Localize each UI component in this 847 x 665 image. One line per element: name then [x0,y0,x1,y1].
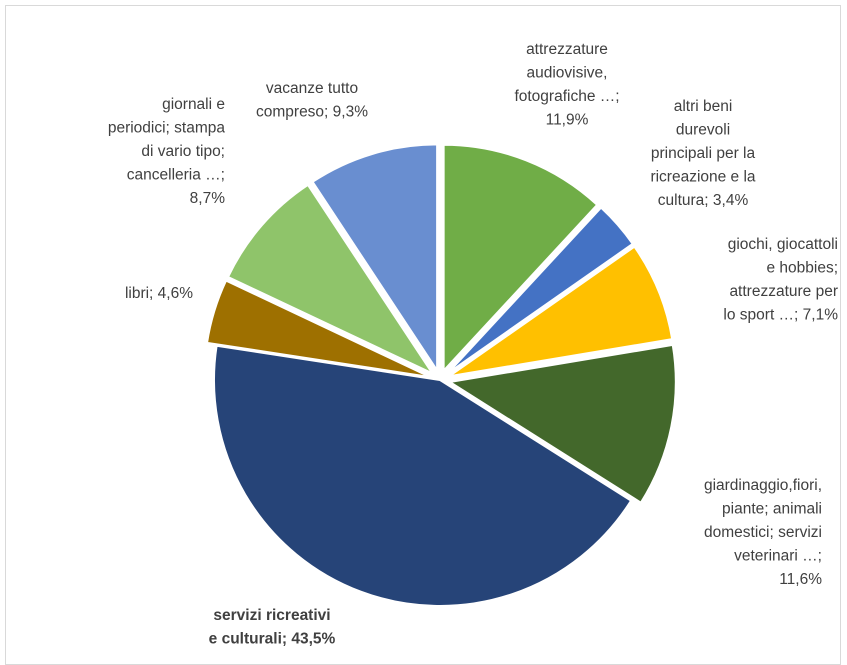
slice-label-line: domestici; servizi [704,524,822,541]
slice-label-line: periodici; stampa [108,120,226,137]
slice-label-line: lo sport …; 7,1% [723,307,838,324]
pie-slice-3 [448,245,674,378]
slice-label-line: altri beni [674,98,733,115]
slice-label-2: altri beni durevoli principali per la ricre… [650,98,755,209]
slice-label-line: e culturali; 43,5% [209,631,336,648]
slice-label-5: servizi ricreativi e culturali; 43,5% [209,607,336,648]
slice-label-line: cultura; 3,4% [658,192,749,209]
pie-labels: attrezzature audiovisive, fotografiche …; 1… [108,41,838,648]
slice-label-line: 11,6% [779,571,822,588]
slice-label-line: attrezzature per [729,283,838,300]
slice-label-4: giardinaggio,fiori, piante; animali domest… [704,477,822,588]
slice-label-line: vacanze tutto [266,80,358,97]
pie-slice-2 [446,206,635,375]
slice-label-3: giochi, giocattoli e hobbies; attrezzature… [723,236,838,324]
slice-label-line: ricreazione e la [650,169,755,186]
slice-label-line: fotografiche …; [514,88,619,105]
slice-label-line: principali per la [651,145,756,162]
slice-label-8: vacanze tutto compreso; 9,3% [256,80,368,121]
pie-slice-6 [205,279,431,379]
slice-label-line: 11,9% [546,112,589,129]
pie-slice-1 [442,143,599,374]
slice-label-line: giornali e [162,96,225,113]
pie-slice-5 [213,344,633,607]
slice-label-line: servizi ricreativi [213,607,330,624]
slice-label-line: piante; animali [722,501,822,518]
slice-label-line: audiovisive, [527,65,608,82]
slice-label-line: cancelleria …; [127,167,225,184]
pie-slice-8 [311,143,439,374]
pie-slice-4 [447,343,677,505]
slice-label-line: giochi, giocattoli [728,236,838,253]
pie-slices [205,143,677,607]
slice-label-line: compreso; 9,3% [256,104,368,121]
slice-label-line: e hobbies; [766,260,838,277]
slice-label-line: durevoli [676,122,730,139]
slice-label-1: attrezzature audiovisive, fotografiche …; 1… [514,41,619,129]
slice-label-line: attrezzature [526,41,608,58]
slice-label-line: 8,7% [190,190,226,207]
slice-label-line: giardinaggio,fiori, [704,477,822,494]
pie-slice-7 [226,183,436,376]
slice-label-line: di vario tipo; [141,143,225,160]
slice-label-7: giornali e periodici; stampa di vario tipo… [108,96,226,207]
slice-label-line: libri; 4,6% [125,285,193,302]
slice-label-line: veterinari …; [734,548,822,565]
slice-label-6: libri; 4,6% [125,285,193,302]
